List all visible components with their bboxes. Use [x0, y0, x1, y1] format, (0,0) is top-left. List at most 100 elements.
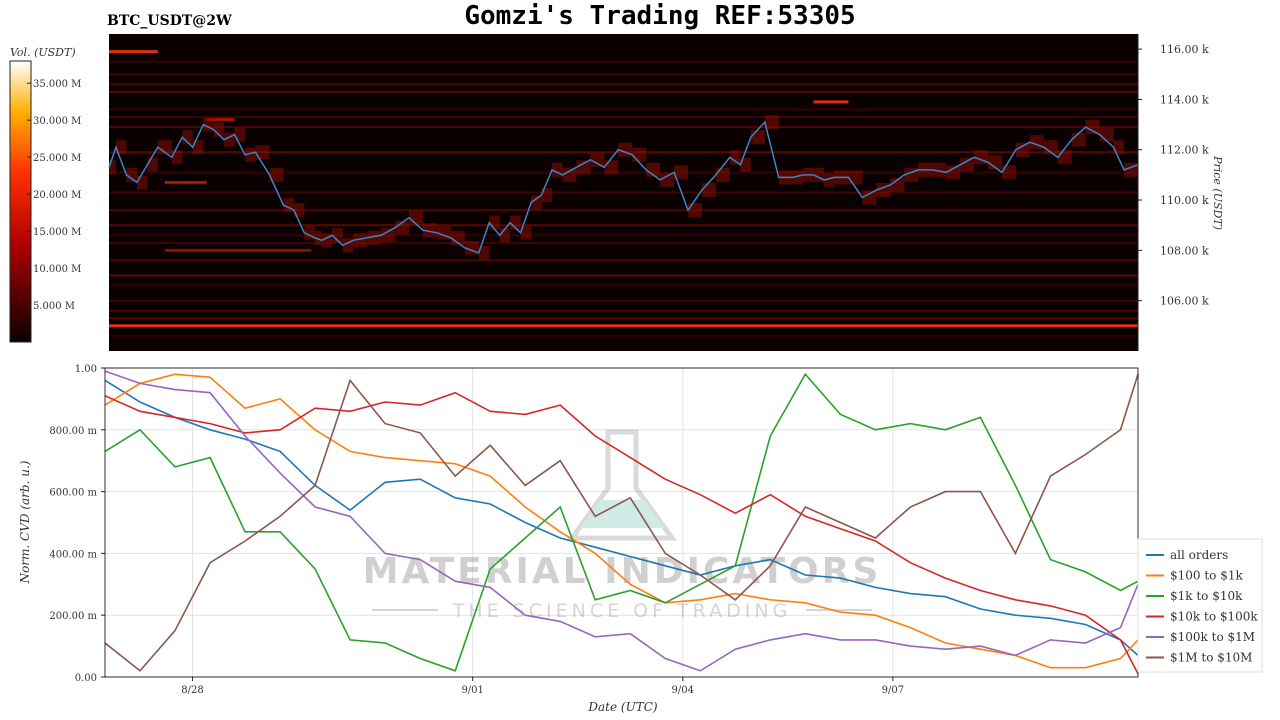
heatmap-strong-level	[813, 100, 849, 104]
heatmap-trail-cell	[395, 220, 409, 235]
heatmap-trail-cell	[674, 165, 689, 180]
heatmap-band	[109, 191, 1138, 194]
heatmap-trail-cell	[408, 210, 423, 225]
heatmap-trail-cell	[531, 195, 542, 210]
heatmap-band	[109, 126, 1138, 129]
heatmap-trail-cell	[203, 117, 214, 132]
heatmap-trail-cell	[1071, 132, 1086, 147]
flask-logo-icon	[567, 429, 677, 541]
heatmap-trail-cell	[729, 150, 741, 165]
price-tick-label: 114.00 k	[1160, 93, 1209, 106]
heatmap-band	[109, 116, 1138, 119]
cvd-series	[104, 370, 1139, 675]
heatmap-trail-cell	[740, 157, 751, 172]
heatmap-strong-level	[206, 118, 235, 122]
series-line	[104, 391, 1139, 675]
heatmap-trail-cell	[988, 155, 1002, 170]
price-line	[108, 120, 1139, 254]
cvd-x-tick-label: 9/07	[882, 685, 904, 696]
cvd-x-label: Date (UTC)	[587, 700, 657, 714]
heatmap-trail-cell	[192, 140, 204, 155]
heatmap-band	[109, 317, 1138, 320]
price-axis: 116.00 k 114.00 k 112.00 k 110.00 k 108.00 k…	[1137, 34, 1209, 351]
legend-label: $1M to $10M	[1170, 651, 1252, 665]
heatmap-band	[109, 108, 1138, 111]
heatmap-trail-cell	[499, 228, 511, 243]
colorbar-tick-label: 5.000 M	[33, 301, 75, 312]
heatmap-trail-cell	[701, 182, 716, 197]
colorbar-gradient	[9, 60, 32, 343]
heatmap-trail-cell	[520, 225, 532, 240]
heatmap-band	[109, 90, 1138, 93]
heatmap-trail-cell	[147, 157, 158, 172]
series-line	[104, 373, 1139, 669]
heatmap-trail-cell	[293, 203, 305, 218]
heatmap-trail-cell	[590, 152, 605, 167]
heatmap-band	[109, 284, 1138, 287]
cvd-y-tick-label: 200.00 m	[49, 611, 97, 622]
heatmap-trail-cell	[126, 167, 137, 182]
heatmap-band	[109, 241, 1138, 244]
heatmap-trail-cell	[269, 167, 284, 182]
legend-label: $1k to $10k	[1170, 589, 1243, 603]
legend-label: $10k to $100k	[1170, 610, 1258, 624]
price-axis-label: Price (USDT)	[1211, 155, 1224, 230]
heatmap-trail-cell	[1099, 127, 1114, 142]
heatmap-strong-level	[164, 180, 207, 184]
heatmap-strong-level	[109, 324, 1138, 328]
cvd-y-tick-label: 600.00 m	[49, 488, 97, 499]
chart-title: Gomzi's Trading REF:53305	[464, 1, 855, 31]
heatmap-trail-cell	[115, 140, 127, 155]
legend-box	[1137, 538, 1263, 673]
price-tick-label: 106.00 k	[1160, 295, 1209, 308]
heatmap-strong-level	[109, 50, 158, 54]
heatmap-trail-cell	[541, 188, 552, 203]
heatmap-trail-cell	[109, 160, 116, 175]
heatmap-band	[109, 83, 1138, 86]
heatmap-trail-cell	[1001, 165, 1016, 180]
cvd-panel: MATERIAL INDICATORS THE SCIENCE OF TRADI…	[18, 364, 1263, 714]
heatmap-trail-cell	[1057, 150, 1072, 165]
heatmap-trail-cell	[688, 203, 702, 218]
heatmap-band	[109, 224, 1138, 227]
heatmap-trail-cell	[283, 198, 294, 213]
series-line	[104, 370, 1139, 672]
heatmap-trail-cell	[562, 167, 577, 182]
heatmap-band	[109, 259, 1138, 262]
heatmap-trail-cell	[136, 175, 148, 190]
heatmap-trail-cell	[510, 215, 521, 230]
heatmap-trail-cell	[478, 245, 490, 260]
heatmap-band	[109, 60, 1138, 63]
heatmap-trail-cell	[171, 150, 183, 165]
heatmap-trail-cell	[890, 177, 905, 192]
heatmap-trail-cell	[353, 233, 368, 248]
series-line	[104, 379, 1139, 656]
cvd-x-tick-label: 8/28	[181, 685, 203, 696]
heatmap-band	[109, 234, 1138, 237]
heatmap-trail-cell	[1015, 142, 1030, 157]
cvd-y-label: Norm. CVD (arb. u.)	[18, 460, 32, 584]
heatmap-trail-cell	[715, 167, 730, 182]
colorbar-tick-label: 20.000 M	[33, 190, 81, 201]
heatmap-trail-cell	[332, 228, 343, 243]
cvd-y-tick-label: 400.00 m	[49, 549, 97, 560]
heatmap-trail-cell	[632, 147, 647, 162]
heatmap-panel: 116.00 k 114.00 k 112.00 k 110.00 k 108.00 k…	[108, 34, 1224, 351]
heatmap-trail-cell	[182, 130, 193, 145]
colorbar-label: Vol. (USDT)	[10, 46, 76, 59]
colorbar-tick-label: 15.000 M	[33, 227, 81, 238]
heatmap-trail-cell	[1085, 120, 1100, 135]
heatmap-trail-cell	[932, 162, 947, 177]
heatmap-trail-cell	[1113, 140, 1125, 155]
cvd-y-tick-label: 1.00	[75, 364, 97, 375]
legend-label: $100k to $1M	[1170, 630, 1255, 644]
price-tick-label: 112.00 k	[1160, 144, 1209, 157]
colorbar-tick-label: 10.000 M	[33, 264, 81, 275]
heatmap-trail-cell	[342, 238, 354, 253]
heatmap-trail-cell	[321, 233, 333, 248]
colorbar: Vol. (USDT) 35.000 M 30.000 M 25.000 M 20.0…	[9, 46, 81, 343]
cvd-x-tick-label: 9/01	[461, 685, 483, 696]
heatmap-band	[109, 334, 1138, 337]
heatmap-trail-cell	[450, 230, 465, 245]
heatmap-trail-cell	[764, 115, 779, 130]
